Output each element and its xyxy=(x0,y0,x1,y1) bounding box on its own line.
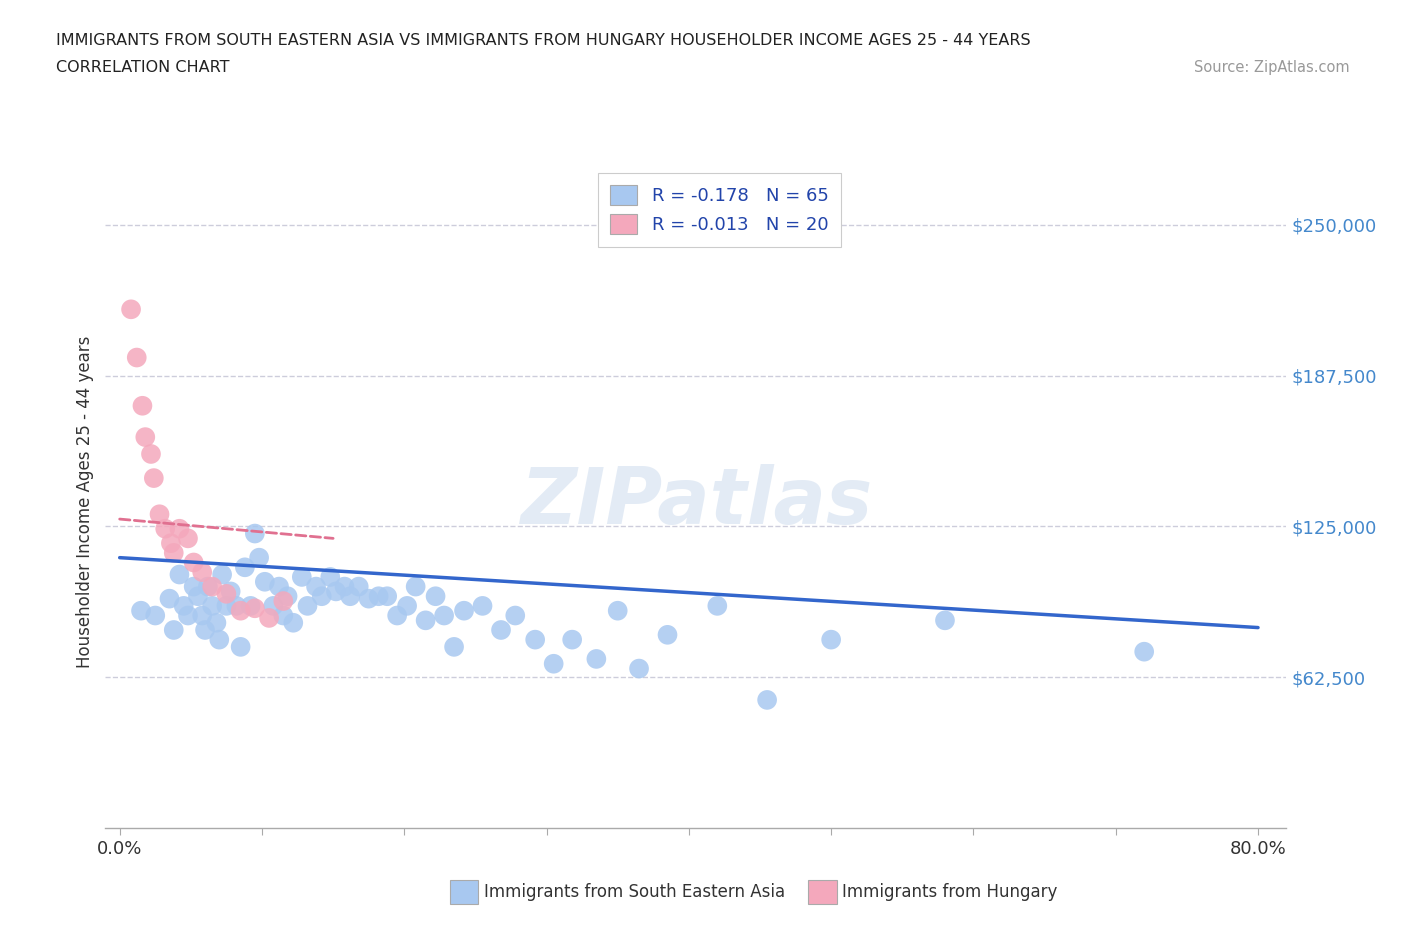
Point xyxy=(243,601,266,616)
Point xyxy=(139,446,162,461)
Point xyxy=(396,598,419,613)
Point xyxy=(155,522,177,537)
Point xyxy=(415,613,437,628)
Point xyxy=(142,471,165,485)
Point xyxy=(283,616,305,631)
Point xyxy=(148,507,170,522)
Point xyxy=(405,579,427,594)
Point xyxy=(319,569,342,584)
Point xyxy=(443,640,465,655)
Point xyxy=(131,398,153,413)
Point xyxy=(347,579,370,594)
Point xyxy=(756,693,779,708)
Text: Immigrants from Hungary: Immigrants from Hungary xyxy=(842,883,1057,901)
Point xyxy=(125,350,148,365)
Point xyxy=(183,555,205,570)
Point xyxy=(169,522,191,537)
Point xyxy=(385,608,408,623)
Point xyxy=(489,622,512,637)
Point xyxy=(219,584,242,599)
Point xyxy=(585,652,607,667)
Point xyxy=(211,567,233,582)
Point xyxy=(183,579,205,594)
Point xyxy=(471,598,494,613)
Point xyxy=(561,632,583,647)
Point xyxy=(375,589,398,604)
Point xyxy=(163,545,186,560)
Point xyxy=(425,589,447,604)
Point xyxy=(205,616,228,631)
Point xyxy=(325,584,347,599)
Point xyxy=(253,575,276,590)
Point xyxy=(120,302,142,317)
Point xyxy=(273,608,295,623)
Point xyxy=(277,589,299,604)
Point xyxy=(243,526,266,541)
Point xyxy=(225,598,247,613)
Point xyxy=(311,589,333,604)
Text: IMMIGRANTS FROM SOUTH EASTERN ASIA VS IMMIGRANTS FROM HUNGARY HOUSEHOLDER INCOME: IMMIGRANTS FROM SOUTH EASTERN ASIA VS IM… xyxy=(56,33,1031,47)
Point xyxy=(177,531,200,546)
Point xyxy=(333,579,356,594)
Point xyxy=(194,622,217,637)
Legend: R = -0.178   N = 65, R = -0.013   N = 20: R = -0.178 N = 65, R = -0.013 N = 20 xyxy=(598,173,841,246)
Point xyxy=(143,608,166,623)
Point xyxy=(159,591,181,606)
Point xyxy=(297,598,319,613)
Point xyxy=(433,608,456,623)
Point xyxy=(239,598,262,613)
Point xyxy=(191,608,214,623)
Point xyxy=(177,608,200,623)
Point xyxy=(706,598,728,613)
Point xyxy=(129,604,152,618)
Point xyxy=(215,587,238,602)
Point xyxy=(229,640,252,655)
Point xyxy=(657,628,679,643)
Point xyxy=(934,613,956,628)
Point xyxy=(524,632,547,647)
Point xyxy=(267,579,290,594)
Point xyxy=(820,632,842,647)
Point xyxy=(273,593,295,608)
Point xyxy=(367,589,389,604)
Point xyxy=(187,589,209,604)
Point xyxy=(291,569,314,584)
Point xyxy=(229,604,252,618)
Point xyxy=(1133,644,1156,659)
Point xyxy=(215,598,238,613)
Text: ZIPatlas: ZIPatlas xyxy=(520,464,872,540)
Text: Source: ZipAtlas.com: Source: ZipAtlas.com xyxy=(1194,60,1350,75)
Point xyxy=(503,608,526,623)
Point xyxy=(160,536,183,551)
Point xyxy=(357,591,380,606)
Point xyxy=(257,610,280,625)
Point xyxy=(233,560,256,575)
Point xyxy=(305,579,328,594)
Text: CORRELATION CHART: CORRELATION CHART xyxy=(56,60,229,75)
Point xyxy=(191,565,214,579)
Point xyxy=(134,430,156,445)
Point xyxy=(606,604,628,618)
Point xyxy=(169,567,191,582)
Point xyxy=(201,579,224,594)
Point xyxy=(197,579,219,594)
Point xyxy=(163,622,186,637)
Point xyxy=(453,604,475,618)
Point xyxy=(173,598,195,613)
Point xyxy=(262,598,284,613)
Point xyxy=(339,589,361,604)
Point xyxy=(628,661,651,676)
Point xyxy=(543,657,565,671)
Point xyxy=(201,598,224,613)
Point xyxy=(208,632,231,647)
Y-axis label: Householder Income Ages 25 - 44 years: Householder Income Ages 25 - 44 years xyxy=(76,336,94,669)
Text: Immigrants from South Eastern Asia: Immigrants from South Eastern Asia xyxy=(484,883,785,901)
Point xyxy=(247,551,270,565)
